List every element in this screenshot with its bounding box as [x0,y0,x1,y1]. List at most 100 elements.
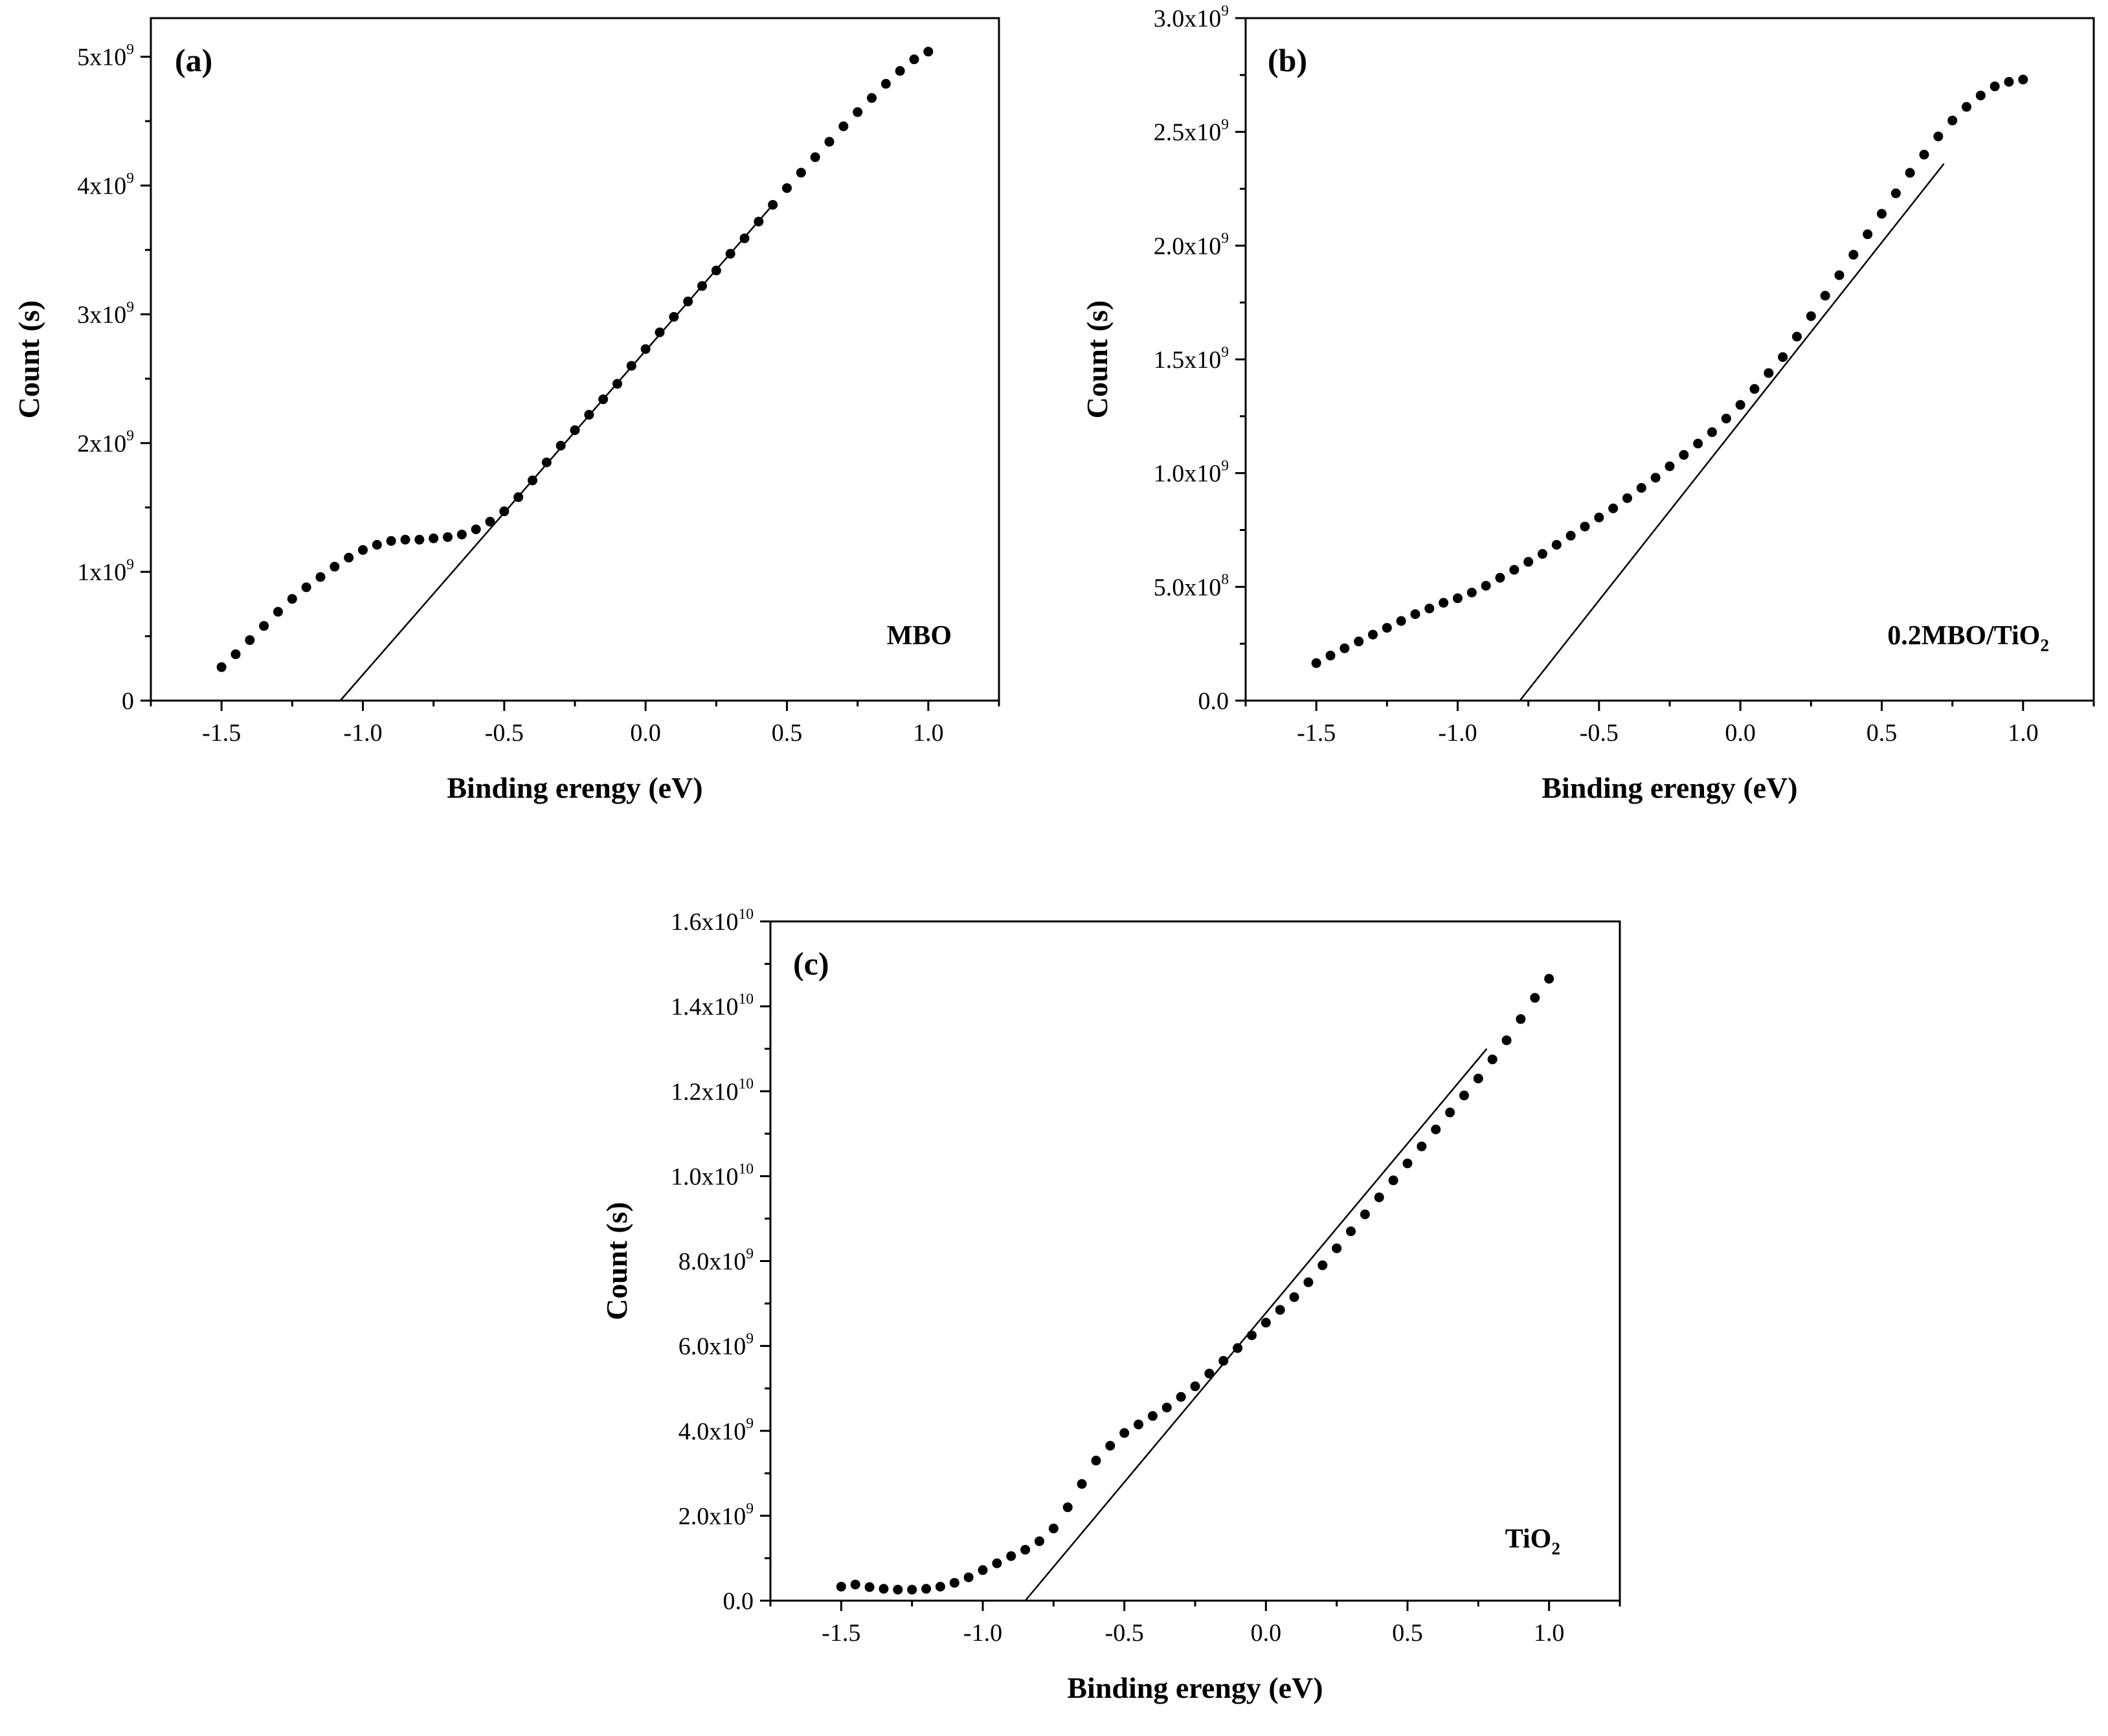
data-point [853,107,863,117]
x-tick-label: -0.5 [485,719,524,747]
data-point [838,121,849,131]
data-point [598,394,609,405]
data-point [1396,616,1406,626]
data-point [893,1584,903,1595]
data-point [1368,629,1378,640]
y-tick-label: 4x109 [77,170,134,199]
data-point [923,47,934,57]
data-point [1303,1277,1314,1287]
data-point [836,1581,846,1592]
data-point [1445,1107,1455,1118]
data-point [1176,1392,1186,1402]
data-point [669,311,679,322]
data-point [978,1565,988,1575]
data-point [541,457,552,468]
data-point [640,344,651,354]
data-point [1933,131,1944,142]
y-tick-label: 6.0x109 [678,1331,754,1360]
data-point [485,517,495,527]
data-point [1417,1141,1427,1151]
data-point [1048,1524,1059,1534]
data-point [230,649,241,659]
data-point [1863,229,1873,240]
data-point [1975,90,1986,100]
linear-fit-line [1519,163,1945,701]
data-point [456,529,467,539]
data-point [1622,493,1632,503]
x-tick-label: 1.0 [1534,1619,1565,1647]
x-tick-label: -1.5 [1297,719,1336,747]
data-point [1551,539,1562,550]
data-point [711,265,721,276]
data-point [528,475,537,486]
x-tick-label: -1.0 [1438,719,1477,747]
plot-frame [1244,17,2095,702]
sample-annotation: MBO [887,621,952,651]
data-point [1105,1441,1116,1451]
data-point [1275,1305,1285,1315]
x-axis-title: Binding erengy (eV) [1067,1671,1323,1704]
data-point [1806,311,1816,321]
data-point [1650,473,1661,483]
y-axis-title: Count (s) [600,1202,633,1320]
data-point [1693,438,1703,449]
data-point [907,1584,917,1595]
panel-c: -1.5 -1.0 -0.5 0.0 0.5 1.0 0.0 2.0x109 4.0x109 6.… [600,906,1621,1704]
data-point [1962,102,1971,112]
y-tick-label: 1x109 [77,556,134,586]
x-tick-label: 0.5 [772,719,803,747]
data-point [1147,1411,1158,1421]
data-point [287,594,297,604]
data-point [1523,557,1534,567]
x-tick-label: -0.5 [1105,1619,1144,1647]
data-point [796,168,806,178]
data-point [1947,115,1958,126]
data-point [1820,291,1830,301]
data-point [949,1577,959,1588]
data-point [1990,81,2000,91]
data-point [782,183,792,194]
sample-annotation: 0.2MBO/TiO2 [1887,621,2049,655]
data-point [259,621,269,631]
data-point [429,533,439,543]
data-point [386,535,396,546]
data-point [1340,643,1350,653]
data-point [739,233,750,243]
y-tick-label: 5x109 [77,41,134,71]
data-point [1325,650,1336,660]
data-point [1354,637,1364,647]
data-point [2004,76,2014,87]
y-tick-label: 1.0x1010 [671,1160,754,1190]
data-point [626,361,636,371]
data-point [315,572,326,582]
x-tick-label: 0.0 [630,719,661,747]
y-axis-title: Count (s) [1081,300,1114,419]
data-point [1764,368,1774,378]
data-point [768,199,778,210]
data-point [344,552,354,563]
data-point [1289,1292,1299,1302]
data-point [1594,512,1604,523]
y-tick-label: 3x109 [77,299,134,328]
data-point [1501,1035,1512,1046]
data-point [1246,1330,1257,1340]
y-tick-label: 1.0x109 [1154,458,1229,488]
data-point [824,137,835,147]
y-tick-label: 2.0x109 [678,1500,754,1530]
data-point [909,54,919,65]
x-tick-label: -1.5 [822,1619,860,1647]
data-point [1544,974,1554,984]
x-tick-label: 0.0 [1251,1619,1282,1647]
data-point [1218,1356,1229,1366]
x-tick-label: -1.0 [963,1619,1002,1647]
data-point [273,607,283,617]
data-point [1453,593,1463,603]
data-point [655,327,665,337]
data-point [330,561,340,572]
y-tick-label: 0.0 [723,1588,754,1615]
panel-b: -1.5 -1.0 -0.5 0.0 0.5 1.0 0.0 5.0x108 1.0x109 1.… [1081,3,2095,804]
data-point [301,582,311,592]
panel-label: (c) [793,945,829,982]
y-tick-label: 1.6x1010 [671,906,754,936]
data-point [1424,603,1435,614]
